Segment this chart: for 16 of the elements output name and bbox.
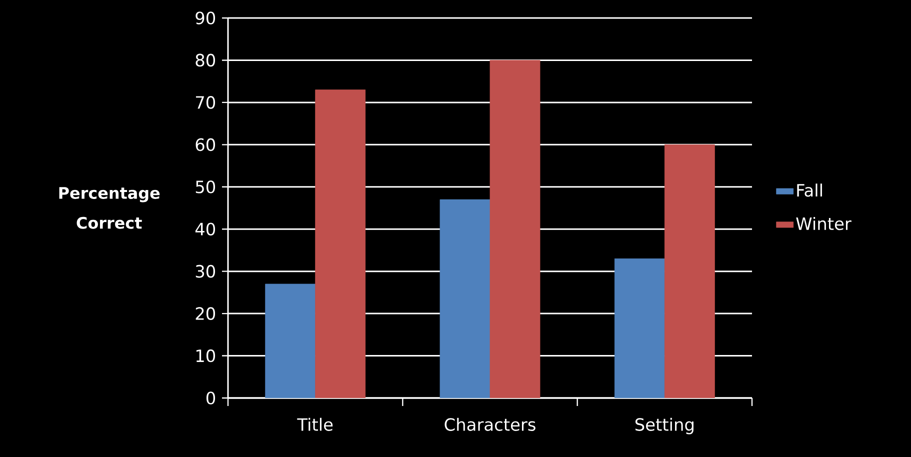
y-tick-label: 30: [196, 264, 216, 278]
y-tick-label: 40: [195, 222, 216, 236]
y-tick-label: 10: [196, 349, 216, 362]
legend-label: Fall: [797, 184, 822, 197]
y-tick-label: 20: [196, 307, 216, 320]
y-tick-label: 70: [196, 96, 216, 109]
y-tick-label: 80: [196, 54, 216, 67]
y-tick-label: 50: [196, 180, 216, 194]
x-tick-label: Characters: [444, 418, 536, 431]
y-axis-title: Percentage Correct: [59, 187, 160, 229]
legend-label: Winter: [796, 216, 852, 230]
x-tick-label: Setting: [635, 418, 694, 434]
y-tick-label: 60: [196, 138, 216, 152]
x-tick-label: Title: [297, 418, 333, 431]
y-tick-label: 0: [206, 392, 216, 404]
y-tick-label: 90: [196, 12, 216, 24]
